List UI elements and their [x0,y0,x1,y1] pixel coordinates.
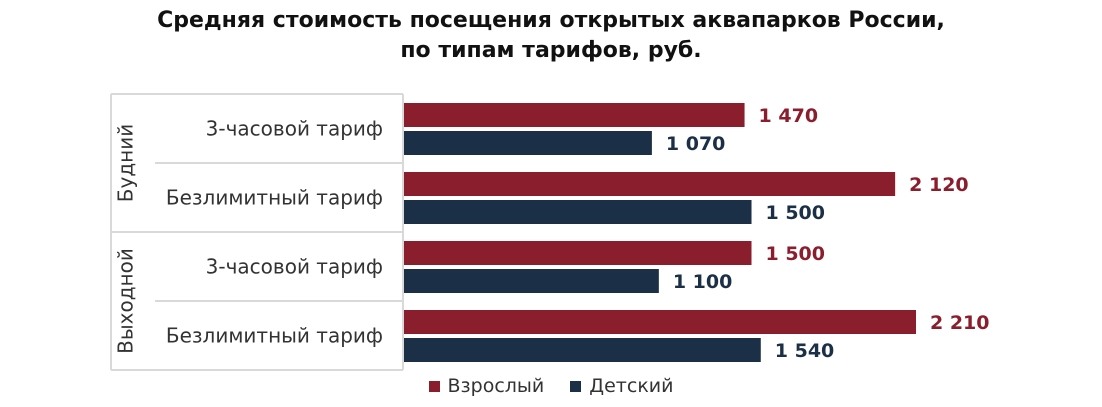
data-label-child: 1 500 [766,202,826,224]
bar-child [404,131,652,155]
data-label-adult: 1 500 [766,243,826,265]
data-label-adult: 1 470 [759,105,819,127]
chart-title-line-1: Средняя стоимость посещения открытых акв… [157,8,945,33]
data-label-adult: 2 210 [930,312,990,334]
data-label-child: 1 100 [673,271,733,293]
bar-child [404,200,752,224]
group-label: Будний [114,124,138,202]
legend-swatch-child [570,380,582,392]
bar-adult [404,310,916,334]
bar-child [404,338,761,362]
category-label: 3-часовой тариф [206,255,383,279]
legend-label-adult: Взрослый [447,375,545,397]
category-label: Безлимитный тариф [166,186,383,210]
category-label: 3-часовой тариф [206,117,383,141]
data-label-child: 1 070 [666,133,726,155]
bar-adult [404,241,752,265]
chart-title-line-2: по типам тарифов, руб. [400,38,702,63]
bar-adult [404,103,745,127]
bar-child [404,269,659,293]
legend-label-child: Детский [589,375,674,397]
group-label: Выходной [114,248,138,354]
data-label-adult: 2 120 [909,174,969,196]
legend-item-child: Детский [570,375,674,397]
legend-item-adult: Взрослый [428,375,545,397]
category-label: Безлимитный тариф [166,324,383,348]
chart-legend: Взрослый Детский [0,372,1102,400]
data-label-child: 1 540 [775,340,835,362]
bar-adult [404,172,896,196]
chart-title: Средняя стоимость посещения открытых акв… [0,6,1102,66]
legend-swatch-adult [428,380,440,392]
